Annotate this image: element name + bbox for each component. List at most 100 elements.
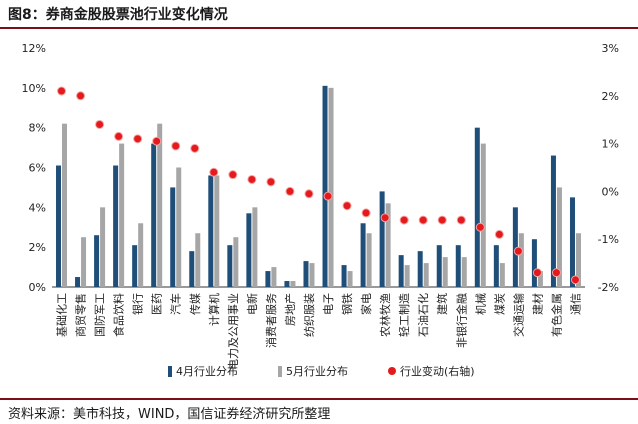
- bottom-rule: [0, 398, 638, 400]
- change-point: [114, 131, 124, 141]
- change-point: [209, 167, 219, 177]
- bar-may: [309, 263, 315, 287]
- bar-april: [379, 191, 385, 287]
- bar-april: [531, 239, 537, 287]
- bar-april: [113, 165, 119, 287]
- bar-april: [436, 245, 442, 287]
- bar-may: [537, 271, 543, 287]
- category-label: 石油石化: [416, 293, 430, 337]
- bar-may: [347, 271, 353, 287]
- change-point: [152, 136, 162, 146]
- bar-may: [518, 233, 524, 287]
- bar-may: [290, 281, 296, 287]
- legend-label-change: 行业变动(右轴): [400, 364, 475, 378]
- change-point: [190, 143, 200, 153]
- chart-legend: 4月行业分布 5月行业分布 行业变动(右轴): [168, 364, 475, 378]
- change-point: [95, 119, 105, 129]
- category-label: 国防军工: [93, 293, 107, 337]
- change-point: [399, 215, 409, 225]
- bar-may: [195, 233, 201, 287]
- left-tick-label: 12%: [22, 42, 46, 55]
- change-point: [323, 191, 333, 201]
- category-label: 通信: [569, 293, 582, 315]
- bar-april: [151, 143, 157, 287]
- left-tick-label: 4%: [29, 201, 46, 214]
- bar-april: [474, 127, 480, 288]
- change-point: [266, 177, 276, 187]
- bar-may: [233, 237, 239, 287]
- bar-april: [284, 281, 290, 287]
- bar-may: [480, 143, 486, 287]
- category-label: 农林牧渔: [378, 293, 392, 337]
- change-point: [171, 141, 181, 151]
- source-note: 资料来源：美市科技，WIND，国信证券经济研究所整理: [8, 407, 331, 422]
- category-label: 银行: [131, 293, 145, 315]
- category-label: 非银行金融: [454, 293, 468, 348]
- bar-may: [366, 233, 372, 287]
- bar-may: [62, 123, 68, 287]
- chart-axes: 0% 2% 4% 6% 8% 10% 12% -2% -1% 0% 1% 2% 3%: [22, 42, 619, 294]
- change-point: [551, 268, 561, 278]
- bar-may: [138, 223, 144, 287]
- category-label: 电子: [322, 293, 335, 315]
- bar-april: [512, 207, 518, 287]
- change-point: [361, 208, 371, 218]
- change-point: [532, 268, 542, 278]
- right-tick-label: -2%: [598, 281, 619, 294]
- bar-may: [119, 143, 125, 287]
- bar-april: [56, 165, 62, 287]
- bar-may: [100, 207, 106, 287]
- change-point: [285, 186, 295, 196]
- chart-bars: [56, 85, 581, 288]
- bar-april: [170, 187, 176, 287]
- change-point: [247, 174, 257, 184]
- category-label: 建筑: [435, 293, 449, 315]
- bar-may: [556, 187, 562, 287]
- bar-may: [404, 265, 410, 287]
- bar-april: [417, 251, 423, 287]
- chart-points: [57, 86, 580, 285]
- change-point: [76, 91, 86, 101]
- change-point: [570, 275, 580, 285]
- top-rule: [0, 27, 638, 29]
- bar-may: [442, 257, 448, 287]
- change-point: [342, 201, 352, 211]
- category-label: 消费者服务: [264, 293, 278, 348]
- chart-title: 图8：券商金股股票池行业变化情况: [8, 7, 228, 23]
- bar-may: [575, 233, 581, 287]
- category-label: 轻工制造: [397, 293, 411, 337]
- category-label: 汽车: [169, 293, 183, 315]
- bar-april: [493, 245, 499, 287]
- category-label: 煤炭: [493, 293, 506, 315]
- category-labels: 基础化工 商贸零售 国防军工 食品饮料 银行 医药 汽车 传媒 计算机 电力及公用事业 电新 消费者服…: [55, 293, 583, 370]
- bar-april: [569, 197, 575, 287]
- change-point: [380, 213, 390, 223]
- change-point: [475, 222, 485, 232]
- bar-chart: 0% 2% 4% 6% 8% 10% 12% -2% -1% 0% 1% 2% 3% 基础化工 商贸零售国…: [22, 42, 619, 378]
- category-label: 商贸零售: [74, 293, 88, 337]
- category-label: 电新: [245, 293, 259, 315]
- change-point: [418, 215, 428, 225]
- right-tick-label: 2%: [602, 90, 619, 103]
- left-tick-label: 8%: [29, 122, 46, 135]
- category-label: 计算机: [207, 293, 221, 326]
- category-label: 机械: [473, 293, 487, 315]
- right-tick-label: 3%: [602, 42, 619, 55]
- bar-april: [322, 85, 328, 287]
- bar-may: [499, 263, 505, 287]
- legend-label-april: 4月行业分布: [176, 365, 238, 378]
- category-label: 纺织服装: [302, 293, 316, 337]
- bar-april: [303, 261, 309, 287]
- legend-label-may: 5月行业分布: [286, 365, 348, 378]
- bar-april: [208, 175, 214, 287]
- category-label: 传媒: [189, 293, 202, 315]
- bar-april: [189, 251, 195, 287]
- category-label: 房地产: [283, 293, 297, 326]
- category-label: 电力及公用事业: [227, 293, 240, 370]
- category-label: 钢铁: [341, 293, 354, 315]
- bar-april: [94, 235, 100, 287]
- bar-may: [328, 87, 334, 287]
- category-label: 家电: [359, 293, 373, 315]
- bar-april: [227, 245, 233, 287]
- legend-swatch-april: [168, 366, 172, 377]
